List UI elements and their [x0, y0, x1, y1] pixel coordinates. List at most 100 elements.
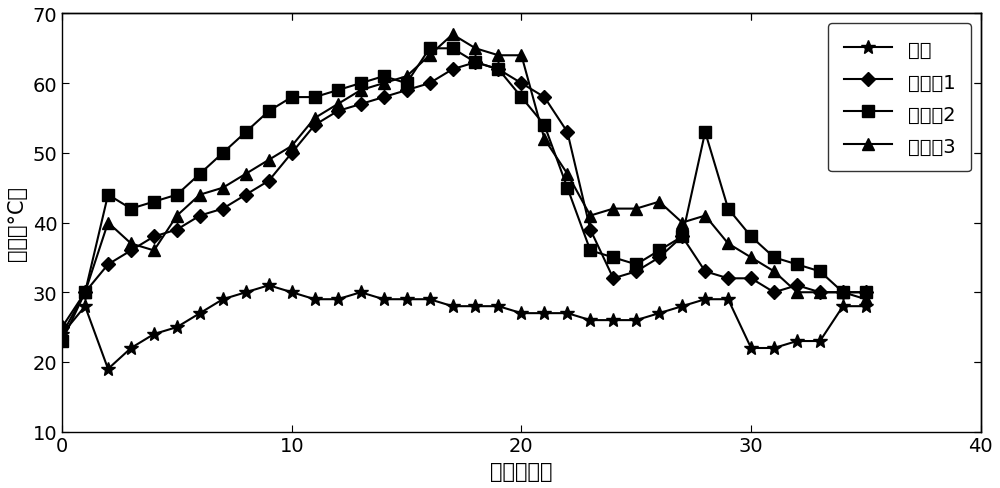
- 实施例1: [240, 192, 252, 198]
- 实施例3: [676, 220, 688, 226]
- 实施例1: [125, 248, 137, 254]
- 室温: [837, 304, 849, 309]
- 室温: [378, 297, 390, 303]
- 实施例2: [171, 192, 183, 198]
- 实施例3: [768, 269, 780, 275]
- 实施例2: [240, 130, 252, 136]
- 实施例1: [607, 276, 619, 282]
- 实施例2: [401, 81, 413, 87]
- 实施例2: [79, 290, 91, 296]
- 实施例1: [469, 60, 481, 66]
- 实施例3: [102, 220, 114, 226]
- 实施例1: [286, 151, 298, 157]
- 室温: [56, 331, 68, 337]
- 实施例1: [102, 262, 114, 268]
- 实施例2: [515, 95, 527, 101]
- 实施例3: [791, 290, 803, 296]
- 实施例2: [653, 248, 665, 254]
- 实施例1: [515, 81, 527, 87]
- 实施例2: [309, 95, 321, 101]
- Line: 实施例2: 实施例2: [57, 43, 871, 347]
- 实施例1: [837, 290, 849, 296]
- 实施例2: [125, 206, 137, 212]
- 室温: [791, 338, 803, 344]
- Legend: 室温, 实施例1, 实施例2, 实施例3: 室温, 实施例1, 实施例2, 实施例3: [828, 24, 971, 172]
- 室温: [676, 304, 688, 309]
- 实施例2: [217, 151, 229, 157]
- 实施例3: [447, 32, 459, 38]
- 实施例1: [56, 325, 68, 330]
- 室温: [584, 318, 596, 324]
- 实施例3: [401, 74, 413, 80]
- 实施例3: [860, 297, 872, 303]
- 实施例2: [860, 290, 872, 296]
- 实施例2: [355, 81, 367, 87]
- 实施例2: [630, 262, 642, 268]
- 实施例1: [309, 123, 321, 129]
- 实施例3: [653, 199, 665, 205]
- 实施例2: [676, 234, 688, 240]
- 实施例1: [194, 213, 206, 219]
- 室温: [561, 310, 573, 316]
- 实施例3: [355, 88, 367, 94]
- 室温: [768, 346, 780, 351]
- 实施例2: [584, 248, 596, 254]
- 实施例2: [194, 171, 206, 177]
- 实施例2: [424, 46, 436, 52]
- 实施例3: [125, 241, 137, 247]
- 室温: [102, 366, 114, 372]
- 实施例3: [584, 213, 596, 219]
- 实施例2: [607, 255, 619, 261]
- 室温: [355, 290, 367, 296]
- 实施例2: [699, 130, 711, 136]
- 实施例3: [814, 290, 826, 296]
- 实施例3: [538, 137, 550, 142]
- 室温: [240, 290, 252, 296]
- 室温: [630, 318, 642, 324]
- 实施例1: [768, 290, 780, 296]
- 实施例3: [469, 46, 481, 52]
- 实施例3: [309, 116, 321, 122]
- 室温: [217, 297, 229, 303]
- 实施例3: [722, 241, 734, 247]
- 实施例2: [814, 269, 826, 275]
- 实施例3: [378, 81, 390, 87]
- Line: 实施例3: 实施例3: [57, 30, 871, 340]
- 室温: [515, 310, 527, 316]
- 室温: [401, 297, 413, 303]
- 实施例2: [447, 46, 459, 52]
- 实施例1: [653, 255, 665, 261]
- 室温: [653, 310, 665, 316]
- 实施例3: [240, 171, 252, 177]
- 实施例2: [492, 67, 504, 73]
- 实施例3: [171, 213, 183, 219]
- 室温: [125, 346, 137, 351]
- 实施例1: [263, 179, 275, 184]
- X-axis label: 时间（天）: 时间（天）: [490, 461, 553, 481]
- 室温: [332, 297, 344, 303]
- 实施例1: [492, 67, 504, 73]
- 实施例3: [607, 206, 619, 212]
- 室温: [469, 304, 481, 309]
- 实施例3: [56, 331, 68, 337]
- 室温: [286, 290, 298, 296]
- 实施例2: [102, 192, 114, 198]
- 室温: [745, 346, 757, 351]
- 实施例3: [699, 213, 711, 219]
- 室温: [309, 297, 321, 303]
- 实施例2: [745, 234, 757, 240]
- 室温: [699, 297, 711, 303]
- 室温: [263, 283, 275, 288]
- 实施例1: [584, 227, 596, 233]
- 实施例3: [217, 185, 229, 191]
- 实施例2: [286, 95, 298, 101]
- 实施例1: [860, 290, 872, 296]
- 实施例2: [332, 88, 344, 94]
- 实施例3: [424, 53, 436, 59]
- 实施例2: [768, 255, 780, 261]
- 室温: [424, 297, 436, 303]
- 室温: [447, 304, 459, 309]
- 实施例3: [745, 255, 757, 261]
- 实施例2: [538, 123, 550, 129]
- 实施例1: [561, 130, 573, 136]
